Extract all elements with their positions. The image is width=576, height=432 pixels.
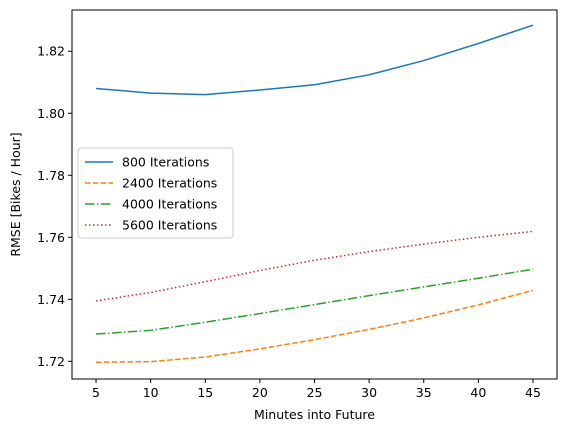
- series-line-4: [95, 230, 534, 302]
- legend-label-1: 800 Iterations: [122, 155, 209, 170]
- series-line-3: [95, 268, 534, 335]
- x-tick-label: 40: [470, 385, 486, 400]
- legend-label-4: 5600 Iterations: [122, 218, 217, 233]
- y-tick-label: 1.82: [37, 44, 65, 59]
- x-axis-ticks: 5 10 15 20 25 30 35 40 45: [92, 379, 541, 400]
- x-tick-label: 35: [416, 385, 432, 400]
- y-axis-ticks: 1.72 1.74 1.76 1.78 1.80 1.82: [37, 44, 72, 369]
- legend-frame: [77, 147, 234, 239]
- x-axis-label: Minutes into Future: [254, 407, 375, 422]
- series-line-1: [95, 24, 534, 96]
- x-tick-label: 30: [361, 385, 377, 400]
- y-tick-label: 1.74: [37, 292, 65, 307]
- y-axis-label: RMSE [Bikes / Hour]: [8, 132, 23, 256]
- x-tick-label: 20: [252, 385, 268, 400]
- series-line-2: [96, 289, 534, 364]
- y-tick-label: 1.78: [37, 168, 65, 183]
- legend-label-3: 4000 Iterations: [122, 197, 217, 212]
- y-tick-label: 1.80: [37, 106, 65, 121]
- legend: 800 Iterations 2400 Iterations 4000 Iterat…: [77, 147, 234, 239]
- x-tick-label: 15: [197, 385, 213, 400]
- x-tick-label: 10: [143, 385, 159, 400]
- x-tick-label: 25: [307, 385, 323, 400]
- y-tick-label: 1.76: [37, 230, 65, 245]
- x-tick-label: 5: [92, 385, 100, 400]
- series-layer: [95, 24, 534, 364]
- x-tick-label: 45: [525, 385, 541, 400]
- y-tick-label: 1.72: [37, 354, 65, 369]
- legend-label-2: 2400 Iterations: [122, 176, 217, 191]
